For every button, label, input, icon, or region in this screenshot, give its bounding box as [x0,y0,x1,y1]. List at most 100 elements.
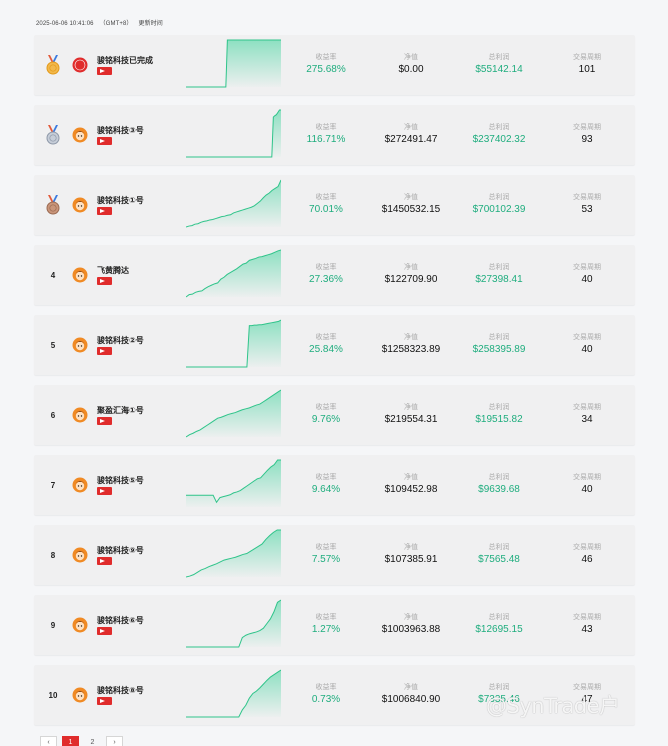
strategy-name[interactable]: 骏铭科技①号 [97,196,144,205]
live-tag-icon [97,487,112,495]
profit-value: $12695.15 [475,624,523,635]
strategy-name[interactable]: 飞黄腾达 [97,266,129,275]
return-metric: 收益率 25.84% [295,334,357,356]
period-metric: 交易周期 40 [552,334,622,356]
return-value: 70.01% [309,204,343,215]
nav-value: $1006840.90 [381,694,441,705]
nav-metric: 净值 $1003963.88 [372,614,450,636]
ranking-card[interactable]: 骏铭科技已完成 收益率 275.68% 净值 $0.00 总利润 $55142.… [34,35,635,95]
strategy-name[interactable]: 骏铭科技⑤号 [97,476,144,485]
return-label: 收益率 [315,614,337,621]
equity-line [186,249,281,298]
equity-line [186,669,281,718]
ranking-card[interactable]: 9 骏铭科技⑥号 收益率 1.27% 净值 $1003963.88 总利润 $1… [34,595,635,655]
equity-area [186,600,281,647]
equity-line [186,39,281,88]
ranking-card[interactable]: 10 骏铭科技⑧号 收益率 0.73% 净值 $1006840.90 总利润 $… [34,665,635,725]
next-page-button[interactable]: › [106,736,123,746]
strategy-name[interactable]: 骏铭科技⑨号 [97,546,144,555]
ranking-card[interactable]: 8 骏铭科技⑨号 收益率 7.57% 净值 $107385.91 总利润 $75… [34,525,635,585]
equity-curve-chart [186,459,281,507]
silver-medal-icon [46,125,60,145]
return-metric: 收益率 9.64% [295,474,357,496]
equity-area [186,110,281,157]
profit-value: $7565.48 [478,554,520,565]
strategy-name[interactable]: 骏铭科技⑥号 [97,616,144,625]
period-value: 34 [581,414,593,425]
strategy-name[interactable]: 骏铭科技③号 [97,126,144,135]
page-1-button[interactable]: 1 [62,736,79,746]
avatar-icon [72,337,88,353]
return-metric: 收益率 116.71% [295,124,357,146]
strategy-name[interactable]: 骏铭科技已完成 [97,56,153,65]
update-label: 更新时间 [138,21,163,27]
profit-value: $258395.89 [472,344,526,355]
period-metric: 交易周期 101 [552,54,622,76]
period-label: 交易周期 [573,404,601,411]
update-timestamp: 2025-06-06 10:41:06 （GMT+8） 更新时间 [36,18,169,27]
profit-metric: 总利润 $19515.82 [459,404,539,426]
return-label: 收益率 [315,544,337,551]
period-label: 交易周期 [573,54,601,61]
rank-number: 9 [50,621,56,630]
return-metric: 收益率 0.73% [295,684,357,706]
nav-label: 净值 [404,684,418,691]
avatar-icon [72,127,88,143]
return-value: 0.73% [311,694,341,705]
profit-label: 总利润 [488,544,510,551]
equity-curve-chart [186,529,281,578]
return-value: 25.84% [309,344,343,355]
red-badge-icon [72,57,88,73]
nav-metric: 净值 $1006840.90 [372,684,450,706]
period-value: 101 [578,64,596,75]
nav-label: 净值 [404,544,418,551]
period-metric: 交易周期 40 [552,474,622,496]
period-value: 40 [581,274,593,285]
ranking-card[interactable]: 6 聚盈汇海①号 收益率 9.76% 净值 $219554.31 总利润 $19… [34,385,635,445]
profit-metric: 总利润 $9639.68 [459,474,539,496]
strategy-name[interactable]: 骏铭科技②号 [97,336,144,345]
rank-number: 4 [50,271,56,280]
return-label: 收益率 [315,474,337,481]
nav-metric: 净值 $122709.90 [372,264,450,286]
nav-metric: 净值 $0.00 [372,54,450,76]
equity-area [186,530,281,577]
profit-metric: 总利润 $55142.14 [459,54,539,76]
gold-medal-icon [46,55,60,75]
return-metric: 收益率 7.57% [295,544,357,566]
equity-area [186,180,281,227]
strategy-name[interactable]: 聚盈汇海①号 [97,406,144,415]
period-label: 交易周期 [573,334,601,341]
rank-number: 8 [50,551,56,560]
nav-value: $1258323.89 [381,344,441,355]
ranking-card[interactable]: 7 骏铭科技⑤号 收益率 9.64% 净值 $109452.98 总利润 $96… [34,455,635,515]
return-metric: 收益率 1.27% [295,614,357,636]
period-metric: 交易周期 46 [552,544,622,566]
avatar-icon [72,617,88,633]
profit-label: 总利润 [488,264,510,271]
period-value: 53 [581,204,593,215]
pagination: ‹ 1 2 › [40,736,128,746]
equity-line [186,599,281,648]
page-2-button[interactable]: 2 [90,739,95,746]
rank-number: 5 [50,341,56,350]
ranking-card[interactable]: 4 飞黄腾达 收益率 27.36% 净值 $122709.90 总利润 $273… [34,245,635,305]
nav-label: 净值 [404,614,418,621]
profit-metric: 总利润 $27398.41 [459,264,539,286]
prev-page-button[interactable]: ‹ [40,736,57,746]
live-tag-icon [97,137,112,145]
ranking-card[interactable]: 骏铭科技①号 收益率 70.01% 净值 $1450532.15 总利润 $70… [34,175,635,235]
nav-value: $109452.98 [384,484,438,495]
nav-metric: 净值 $109452.98 [372,474,450,496]
return-metric: 收益率 275.68% [295,54,357,76]
profit-label: 总利润 [488,684,510,691]
ranking-card[interactable]: 骏铭科技③号 收益率 116.71% 净值 $272491.47 总利润 $23… [34,105,635,165]
period-metric: 交易周期 53 [552,194,622,216]
ranking-card[interactable]: 5 骏铭科技②号 收益率 25.84% 净值 $1258323.89 总利润 $… [34,315,635,375]
strategy-name[interactable]: 骏铭科技⑧号 [97,686,144,695]
equity-area [186,250,281,297]
timestamp-value: 2025-06-06 10:41:06 [36,21,94,27]
period-value: 93 [581,134,593,145]
period-value: 40 [581,344,593,355]
equity-area [186,670,281,717]
